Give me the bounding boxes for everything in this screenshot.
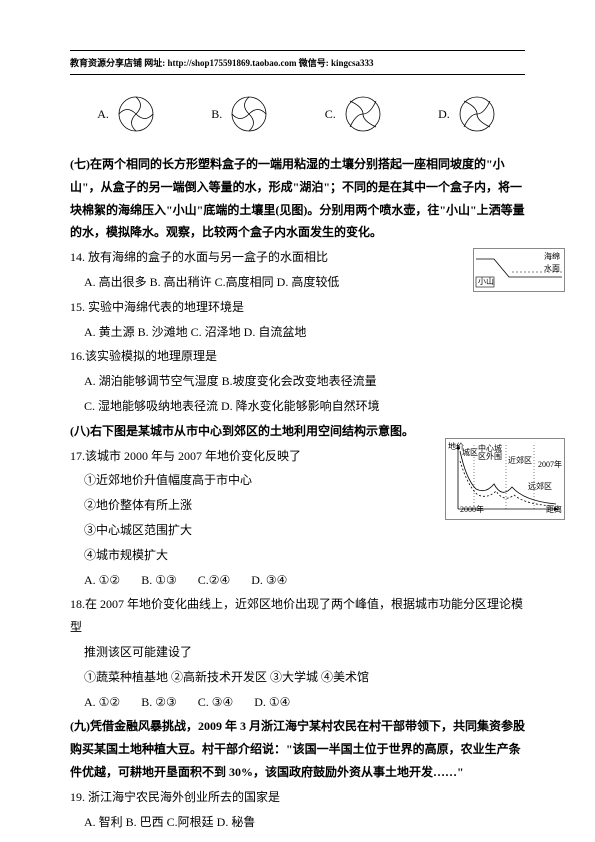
- label-c: C.: [325, 103, 336, 126]
- q18-stem2: 推测该区可能建设了: [84, 641, 525, 664]
- q17-d: D. ③④: [251, 573, 287, 587]
- circle-icon-a: [115, 93, 157, 135]
- q18-a: A. ①②: [84, 695, 120, 709]
- q18-stem1: 18.在 2007 年地价变化曲线上，近郊区地价出现了两个峰值，根据城市功能分区…: [70, 593, 525, 639]
- q18-c: ①蔬菜种植基地 ②高新技术开发区 ③大学城 ④美术馆: [84, 666, 525, 689]
- q18-c-opts: C. ③④: [198, 695, 234, 709]
- q17-b: B. ①③: [141, 573, 177, 587]
- option-d: D.: [438, 93, 498, 135]
- q19-stem: 19. 浙江海宁农民海外创业所去的国家是: [70, 786, 525, 809]
- q17-opts: A. ①② B. ①③ C.②④ D. ③④: [84, 569, 525, 592]
- fig1-label-hill: 小山: [478, 274, 494, 289]
- q14-opts: A. 高出很多 B. 高出稍许 C.高度相同 D. 高度较低: [84, 271, 525, 294]
- q19-opts: A. 智利 B. 巴西 C.阿根廷 D. 秘鲁: [84, 811, 525, 834]
- circle-icon-d: [456, 93, 498, 135]
- option-c: C.: [325, 93, 384, 135]
- q18-b: B. ②③: [141, 695, 177, 709]
- fig1-label-water: 水面: [544, 261, 560, 276]
- label-a: A.: [97, 103, 109, 126]
- fig2-zone2: 中心城区外围: [478, 445, 508, 461]
- q17-c4: ④城市规模扩大: [84, 544, 525, 567]
- fig2-zone4: 远郊区: [528, 479, 552, 494]
- section7-text: (七)在两个相同的长方形塑料盒子的一端用粘湿的土壤分别搭起一座相同坡度的"小山"…: [70, 153, 525, 244]
- section9-text: (九)凭借金融风暴挑战，2009 年 3 月浙江海宁某村农民在村干部带领下，共同…: [70, 715, 525, 783]
- page-header: 教育资源分享店铺 网址: http://shop175591869.taobao…: [70, 55, 525, 72]
- fig2-xaxis: 距离: [546, 502, 562, 517]
- fig2-2007: 2007年: [538, 457, 562, 472]
- q15-stem: 15. 实验中海绵代表的地理环境是: [70, 296, 525, 319]
- label-b: B.: [211, 103, 222, 126]
- fig2-zone3: 近郊区: [508, 453, 532, 468]
- q17-c3: ③中心城区范围扩大: [84, 519, 525, 542]
- circle-icon-c: [342, 93, 384, 135]
- option-a: A.: [97, 93, 157, 135]
- q18-d: D. ①④: [254, 695, 290, 709]
- q16-opt1: A. 湖泊能够调节空气湿度 B.坡度变化会改变地表径流量: [84, 370, 525, 393]
- q16-stem: 16.该实验模拟的地理原理是: [70, 345, 525, 368]
- q16-opt2: C. 湿地能够吸纳地表径流 D. 降水变化能够影响自然环境: [84, 395, 525, 418]
- option-b: B.: [211, 93, 270, 135]
- circle-icon-b: [228, 93, 270, 135]
- q14-stem: 14. 放有海绵的盒子的水面与另一盒子的水面相比: [70, 246, 525, 269]
- fig2-zone1: 城区: [462, 445, 478, 460]
- q18-opts: A. ①② B. ②③ C. ③④ D. ①④: [84, 691, 525, 714]
- top-option-row: A. B. C. D.: [70, 93, 525, 135]
- q17-a: A. ①②: [84, 573, 120, 587]
- q17-c: C.②④: [198, 573, 231, 587]
- q15-opts: A. 黄土源 B. 沙滩地 C. 沼泽地 D. 自流盆地: [84, 321, 525, 344]
- sponge-diagram: 海绵 水面 小山: [473, 248, 565, 292]
- label-d: D.: [438, 103, 450, 126]
- landprice-chart: 地价 城区 中心城区外围 近郊区 2007年 2000年 远郊区 距离: [445, 438, 565, 520]
- fig2-2000: 2000年: [460, 502, 484, 517]
